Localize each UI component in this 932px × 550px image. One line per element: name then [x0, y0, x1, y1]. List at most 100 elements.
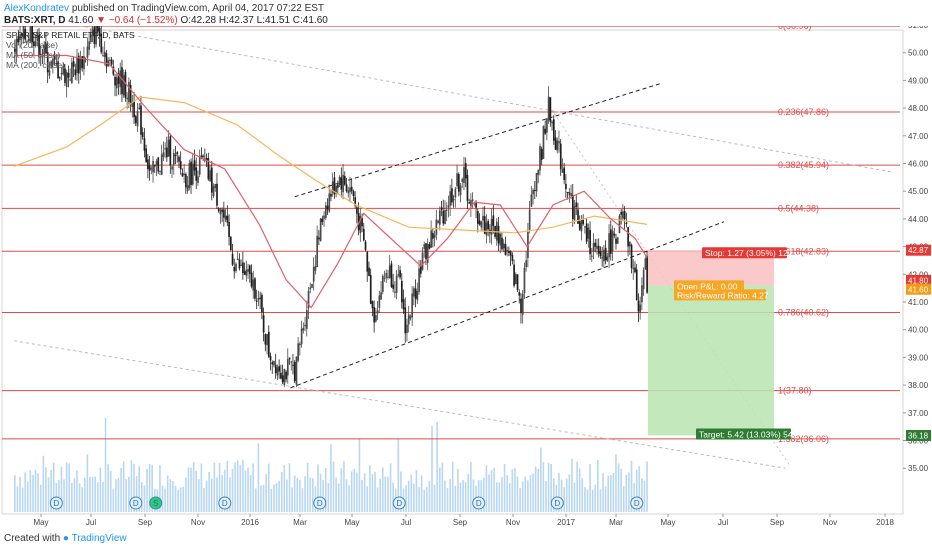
candle-body: [644, 258, 647, 270]
candle-body: [240, 264, 243, 266]
volume-bar: [63, 479, 65, 512]
time-tick-label: Nov: [823, 518, 837, 527]
author-link[interactable]: AlexKondratev: [4, 3, 70, 14]
candle-body: [79, 58, 82, 70]
price-badge: 41.80: [906, 274, 931, 286]
price-badge: 36.18: [906, 430, 931, 442]
volume-bar: [413, 483, 415, 512]
volume-bar: [534, 466, 537, 512]
volume-bar: [169, 479, 172, 512]
volume-bar: [524, 476, 527, 512]
volume-bar: [306, 462, 309, 512]
volume-bar: [200, 463, 203, 512]
svg-text:D: D: [554, 499, 560, 508]
candle-body: [456, 173, 458, 187]
candle-body: [345, 184, 348, 192]
candle-body: [331, 181, 334, 193]
volume-bar: [122, 461, 125, 512]
candle-body: [492, 215, 495, 226]
candle-body: [547, 96, 550, 121]
volume-bar: [236, 460, 239, 512]
candle-body: [103, 51, 106, 57]
volume-bar: [381, 467, 384, 512]
candle-body: [60, 73, 63, 75]
candle-body: [359, 215, 362, 234]
candle-body: [544, 128, 547, 134]
volume-bar: [84, 477, 86, 512]
candle-body: [335, 185, 338, 194]
candle-body: [552, 119, 555, 141]
volume-bar: [229, 477, 231, 512]
candle-body: [115, 77, 118, 89]
volume-bar: [221, 475, 223, 512]
candle-body: [611, 230, 614, 252]
candle-body: [442, 210, 445, 224]
volume-bar: [42, 455, 45, 512]
fib-label: 0.5(44.38): [778, 203, 819, 213]
volume-bar: [99, 467, 102, 512]
candle-body: [250, 272, 253, 287]
candle-body: [231, 253, 234, 265]
brand-name[interactable]: TradingView: [71, 533, 127, 544]
candle-body: [147, 159, 149, 169]
candle-body: [124, 72, 127, 98]
candle-body: [14, 48, 16, 52]
candle-body: [330, 193, 332, 197]
candle-body: [29, 26, 32, 42]
volume-bar: [327, 483, 330, 512]
volume-bar: [392, 482, 394, 512]
time-tick-label: Mar: [293, 518, 307, 527]
candle-body: [561, 169, 564, 173]
candle-body: [642, 269, 645, 290]
candle-body: [33, 41, 35, 47]
volume-bar: [464, 482, 467, 512]
candle-body: [52, 58, 54, 65]
candle-body: [190, 161, 192, 186]
candle-body: [122, 75, 125, 96]
candle-body: [409, 316, 412, 319]
svg-text:D: D: [53, 499, 59, 508]
volume-bar: [86, 454, 89, 512]
candle-body: [212, 186, 215, 197]
candle-body: [590, 255, 593, 257]
volume-bar: [151, 465, 153, 512]
volume-bar: [330, 444, 332, 512]
tradingview-logo-icon[interactable]: ●: [62, 533, 69, 544]
candle-body: [603, 249, 605, 262]
candle-body: [437, 220, 439, 223]
candle-body: [449, 191, 452, 206]
candle-body: [181, 172, 184, 177]
volume-bar: [625, 474, 628, 512]
candle-body: [17, 36, 20, 43]
volume-bar: [340, 468, 343, 512]
price-chart[interactable]: 0(50.96) 0.236(47.86) 0.382(45.94) 0.5(44.3…: [0, 26, 932, 530]
volume-bar: [280, 472, 283, 512]
candle-body: [350, 186, 353, 191]
candle-body: [195, 167, 198, 181]
volume-bar: [47, 477, 50, 512]
time-tick-label: May: [660, 518, 675, 527]
event-marker-icon: D: [313, 496, 327, 510]
candle-body: [252, 279, 255, 291]
volume-bar: [257, 443, 260, 512]
price-tick-label: 49.00: [908, 76, 929, 85]
candle-body: [582, 219, 585, 225]
volume-bar: [96, 482, 99, 512]
candle-body: [58, 77, 61, 79]
candle-body: [509, 251, 512, 256]
candle-body: [145, 148, 148, 163]
price-tick-label: 50.00: [908, 49, 929, 58]
candle-body: [596, 245, 598, 249]
candle-body: [575, 202, 578, 207]
volume-bar: [52, 462, 55, 512]
candle-body: [316, 235, 319, 268]
candle-body: [93, 27, 96, 44]
candle-body: [540, 148, 543, 160]
candle-body: [283, 369, 286, 385]
volume-bar: [128, 476, 130, 512]
candle-body: [166, 147, 168, 158]
candle-body: [216, 183, 218, 206]
volume-bar: [91, 476, 94, 512]
volume-bar: [358, 438, 361, 512]
event-marker-icon: S: [149, 496, 163, 510]
